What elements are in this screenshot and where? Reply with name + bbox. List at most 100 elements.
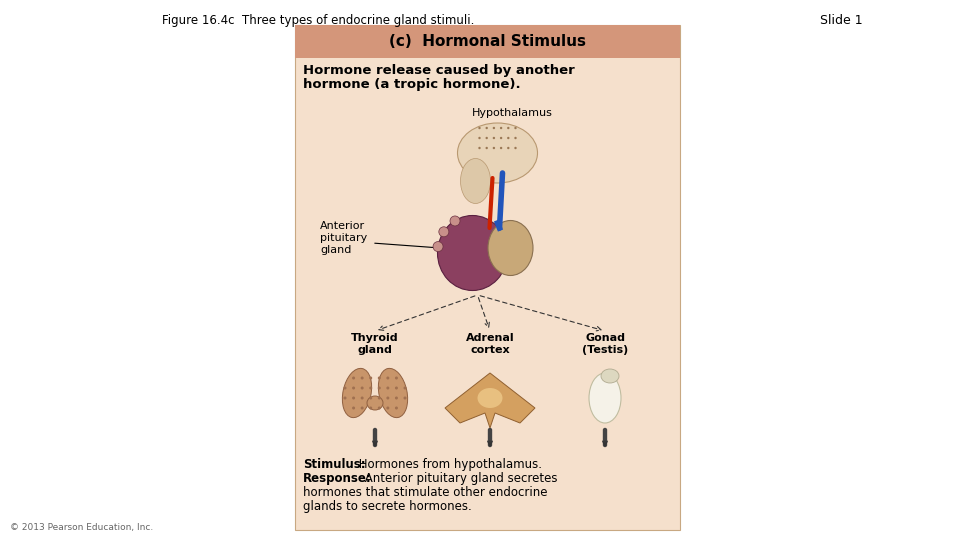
Ellipse shape xyxy=(438,215,508,291)
Circle shape xyxy=(378,407,381,409)
Ellipse shape xyxy=(378,368,408,417)
Circle shape xyxy=(372,437,377,442)
Circle shape xyxy=(488,428,492,432)
Circle shape xyxy=(603,443,608,447)
Circle shape xyxy=(352,376,355,380)
Text: Hormones from hypothalamus.: Hormones from hypothalamus. xyxy=(355,458,542,471)
Circle shape xyxy=(386,387,390,389)
Circle shape xyxy=(492,137,495,139)
Circle shape xyxy=(372,438,377,443)
Text: hormone (a tropic hormone).: hormone (a tropic hormone). xyxy=(303,78,520,91)
Circle shape xyxy=(344,387,347,389)
Circle shape xyxy=(370,387,372,389)
Circle shape xyxy=(433,241,443,252)
Circle shape xyxy=(488,437,492,442)
Circle shape xyxy=(403,396,406,400)
Text: Response:: Response: xyxy=(303,472,372,485)
Circle shape xyxy=(488,441,492,446)
Ellipse shape xyxy=(458,123,538,183)
Circle shape xyxy=(603,436,608,441)
Circle shape xyxy=(372,443,377,447)
Circle shape xyxy=(372,428,377,432)
Circle shape xyxy=(488,443,492,447)
Circle shape xyxy=(486,147,488,149)
Circle shape xyxy=(507,137,510,139)
Circle shape xyxy=(500,137,502,139)
Circle shape xyxy=(515,147,516,149)
Circle shape xyxy=(370,376,372,380)
Ellipse shape xyxy=(461,159,491,204)
Circle shape xyxy=(372,441,377,446)
Circle shape xyxy=(361,407,364,409)
Circle shape xyxy=(603,428,608,432)
Circle shape xyxy=(370,396,372,400)
Text: Hypothalamus: Hypothalamus xyxy=(472,108,553,118)
Circle shape xyxy=(492,127,495,129)
Circle shape xyxy=(378,396,381,400)
Circle shape xyxy=(500,127,502,129)
Circle shape xyxy=(488,429,492,434)
Circle shape xyxy=(403,387,406,389)
Text: Gonad
(Testis): Gonad (Testis) xyxy=(582,333,628,355)
Text: Adrenal
cortex: Adrenal cortex xyxy=(466,333,515,355)
Circle shape xyxy=(603,429,608,434)
Circle shape xyxy=(500,147,502,149)
Circle shape xyxy=(372,433,377,437)
Circle shape xyxy=(352,387,355,389)
Text: Stimulus:: Stimulus: xyxy=(303,458,366,471)
Circle shape xyxy=(361,376,364,380)
Circle shape xyxy=(372,432,377,436)
Circle shape xyxy=(370,407,372,409)
Text: Figure 16.4c  Three types of endocrine gland stimuli.: Figure 16.4c Three types of endocrine gl… xyxy=(162,14,474,27)
Circle shape xyxy=(478,127,481,129)
Circle shape xyxy=(395,387,398,389)
Circle shape xyxy=(372,440,377,444)
Circle shape xyxy=(352,396,355,400)
Circle shape xyxy=(603,430,608,435)
Circle shape xyxy=(386,396,390,400)
Circle shape xyxy=(603,432,608,436)
Circle shape xyxy=(603,435,608,439)
Circle shape xyxy=(488,438,492,443)
Circle shape xyxy=(507,147,510,149)
Circle shape xyxy=(478,147,481,149)
Circle shape xyxy=(488,436,492,441)
Circle shape xyxy=(361,396,364,400)
Circle shape xyxy=(372,435,377,439)
Circle shape xyxy=(378,376,381,380)
Text: Thyroid
gland: Thyroid gland xyxy=(351,333,398,355)
Circle shape xyxy=(386,376,390,380)
Text: glands to secrete hormones.: glands to secrete hormones. xyxy=(303,500,471,513)
Circle shape xyxy=(603,440,608,444)
Circle shape xyxy=(492,147,495,149)
Circle shape xyxy=(603,437,608,442)
Circle shape xyxy=(439,227,449,237)
Circle shape xyxy=(488,435,492,439)
Circle shape xyxy=(515,137,516,139)
Circle shape xyxy=(372,429,377,434)
Circle shape xyxy=(488,430,492,435)
Circle shape xyxy=(488,432,492,436)
Circle shape xyxy=(352,407,355,409)
Circle shape xyxy=(486,127,488,129)
Circle shape xyxy=(386,407,390,409)
Circle shape xyxy=(395,396,398,400)
Ellipse shape xyxy=(477,388,502,408)
Circle shape xyxy=(344,396,347,400)
Ellipse shape xyxy=(589,373,621,423)
FancyBboxPatch shape xyxy=(295,25,680,530)
Circle shape xyxy=(603,441,608,446)
Circle shape xyxy=(361,387,364,389)
Circle shape xyxy=(378,387,381,389)
FancyBboxPatch shape xyxy=(295,25,680,58)
Polygon shape xyxy=(445,373,535,428)
Ellipse shape xyxy=(488,220,533,275)
Circle shape xyxy=(478,137,481,139)
Text: © 2013 Pearson Education, Inc.: © 2013 Pearson Education, Inc. xyxy=(10,523,154,532)
Text: hormones that stimulate other endocrine: hormones that stimulate other endocrine xyxy=(303,486,547,499)
Circle shape xyxy=(395,407,398,409)
Circle shape xyxy=(450,216,460,226)
Ellipse shape xyxy=(367,396,383,410)
Circle shape xyxy=(372,430,377,435)
Circle shape xyxy=(372,436,377,441)
